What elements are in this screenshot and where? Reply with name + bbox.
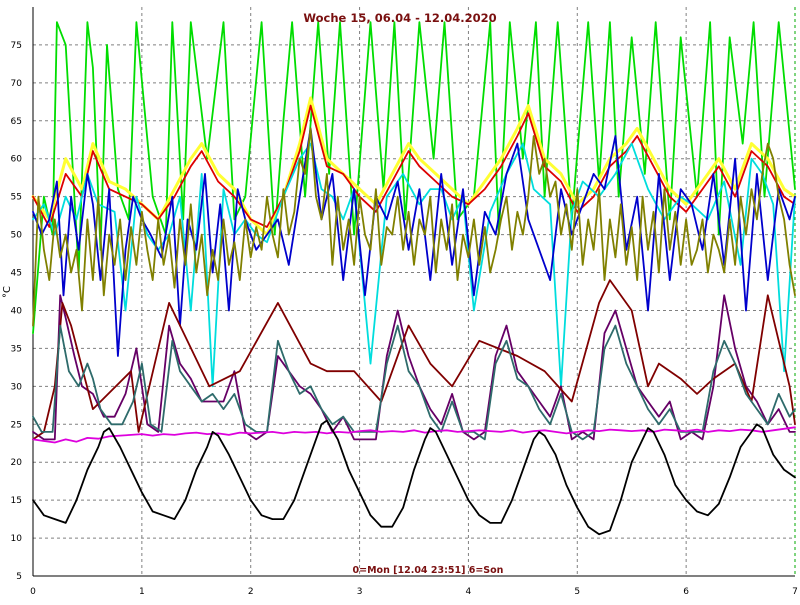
y-tick-label: 20 xyxy=(11,458,23,468)
series-line-5 xyxy=(32,127,796,357)
y-tick-label: 30 xyxy=(11,382,23,392)
x-tick-label: 0 xyxy=(30,587,36,597)
series-line-1 xyxy=(32,21,796,335)
x-tick-label: 6 xyxy=(683,587,689,597)
series-lines xyxy=(31,21,797,536)
series-line-10 xyxy=(32,426,796,444)
x-tick-label: 4 xyxy=(466,587,472,597)
y-tick-label: 60 xyxy=(11,155,23,165)
y-tick-label: 75 xyxy=(11,41,22,51)
x-tick-label: 5 xyxy=(574,587,580,597)
series-line-9 xyxy=(32,324,796,441)
grid xyxy=(32,7,796,577)
x-tick-label: 7 xyxy=(792,587,798,597)
x-tick-label: 2 xyxy=(248,587,254,597)
y-tick-label: 45 xyxy=(11,269,22,279)
y-tick-label: 15 xyxy=(11,496,22,506)
series-line-11 xyxy=(32,419,796,536)
y-tick-label: 65 xyxy=(11,117,22,127)
chart-title: Woche 15, 06.04 - 12.04.2020 xyxy=(303,11,496,25)
y-tick-label: 70 xyxy=(11,79,23,89)
x-tick-label: 1 xyxy=(139,587,145,597)
y-tick-label: 55 xyxy=(11,193,22,203)
series-line-8 xyxy=(32,279,796,441)
y-tick-label: 35 xyxy=(11,344,22,354)
x-tick-label: 3 xyxy=(357,587,363,597)
y-tick-label: 50 xyxy=(11,231,23,241)
y-tick-label: 10 xyxy=(11,534,23,544)
y-tick-label: 5 xyxy=(16,572,22,582)
y-tick-label: 40 xyxy=(11,306,23,316)
y-tick-label: 25 xyxy=(11,420,22,430)
series-line-7 xyxy=(32,294,796,441)
series-line-6 xyxy=(32,127,796,327)
x-axis-label: 0=Mon [12.04 23:51] 6=Son xyxy=(353,565,504,576)
series-line-3 xyxy=(32,104,796,228)
y-axis-label: °C xyxy=(2,286,13,298)
